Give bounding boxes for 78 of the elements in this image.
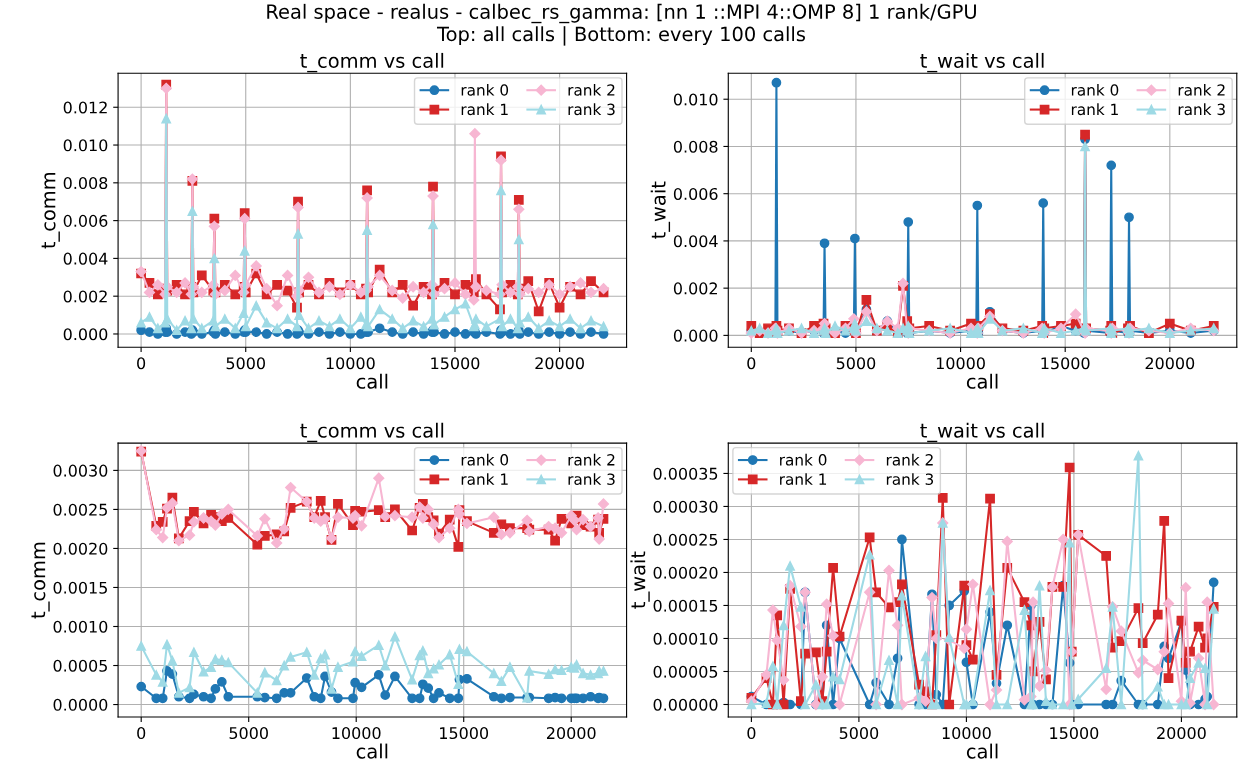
chart-title: t_wait vs call [920,422,1044,443]
y-tick-label: 0.008 [673,140,718,153]
legend-label: rank 1 [461,103,508,116]
chart-title: t_comm vs call [300,52,444,73]
y-tick-label: 0.00030 [653,500,718,513]
y-tick-label: 0.004 [63,252,108,265]
y-tick-label: 0.00035 [653,467,718,480]
legend-label: rank 1 [461,473,508,485]
legend-label: rank 0 [1071,83,1119,96]
chart-title: t_comm vs call [300,422,444,443]
y-tick-label: 0.00005 [653,665,718,678]
x-axis-title: call [356,743,388,759]
x-tick-label: 5000 [229,727,268,740]
y-tick-label: 0.010 [63,139,108,152]
legend-label: rank 3 [568,473,615,485]
x-tick-label: 5000 [836,357,876,370]
x-tick-label: 20000 [546,727,596,740]
y-tick-label: 0.008 [63,177,108,190]
x-tick-label: 10000 [326,357,375,370]
y-tick-label: 0.002 [673,282,717,295]
x-tick-label: 20000 [1145,357,1195,370]
legend-label: rank 1 [1071,103,1118,116]
x-axis-title: call [966,743,998,759]
y-tick-label: 0.000 [673,329,718,342]
y-axis-title: t_wait [630,551,650,609]
x-tick-label: 10000 [942,727,991,740]
y-axis-title: t_wait [650,181,671,239]
y-tick-label: 0.0000 [53,698,108,711]
y-tick-label: 0.000 [63,328,108,341]
legend-label: rank 2 [886,453,933,466]
x-tick-label: 15000 [1050,727,1099,740]
x-tick-label: 20000 [1157,727,1206,740]
legend-label: rank 3 [568,103,615,116]
y-tick-label: 0.004 [673,235,718,248]
x-tick-label: 15000 [440,727,489,740]
text: Top: all calls | Bottom: every 100 calls [436,26,805,46]
x-tick-label: 0 [747,727,756,740]
legend-label: rank 1 [780,473,827,485]
y-tick-label: 0.00020 [653,566,718,579]
legend-label: rank 0 [780,453,827,466]
x-tick-label: 10000 [332,727,381,740]
x-tick-label: 0 [747,357,756,370]
y-tick-label: 0.0025 [53,503,107,516]
x-tick-label: 0 [137,357,146,370]
y-tick-label: 0.0010 [53,620,108,633]
legend-label: rank 3 [1178,103,1225,116]
y-tick-label: 0.006 [63,214,108,227]
y-tick-label: 0.006 [673,187,718,200]
x-tick-label: 5000 [839,727,879,740]
y-tick-label: 0.0030 [53,464,108,477]
x-tick-label: 20000 [535,357,584,370]
x-tick-label: 15000 [431,357,480,370]
x-axis-title: call [966,373,998,389]
y-tick-label: 0.00000 [653,698,718,711]
y-tick-label: 0.002 [63,290,107,303]
y-tick-label: 0.00015 [653,599,718,612]
legend-label: rank 0 [461,83,509,96]
chart-title: t_wait vs call [920,52,1044,73]
text: Real space - realus - calbec_rs_gamma: [nn 1 ::MPI 4::OMP 8] 1 rank/GPU [267,3,976,24]
y-axis-title: t_comm [41,172,60,249]
x-axis-title: call [356,373,388,389]
legend-label: rank 2 [568,83,615,96]
x-tick-label: 5000 [226,357,265,370]
y-tick-label: 0.012 [63,101,107,114]
legend-label: rank 2 [568,453,615,466]
legend-label: rank 2 [1178,83,1225,96]
y-tick-label: 0.00010 [653,632,718,645]
legend-label: rank 3 [886,473,934,485]
legend-label: rank 0 [461,453,509,466]
y-axis-title: t_comm [31,542,50,619]
y-tick-label: 0.010 [673,93,718,106]
x-tick-label: 0 [137,727,146,740]
y-tick-label: 0.0005 [53,659,107,672]
y-tick-label: 0.0015 [53,581,107,594]
x-tick-label: 15000 [1041,357,1090,370]
y-tick-label: 0.0020 [53,542,108,555]
y-tick-label: 0.00025 [653,533,718,546]
x-tick-label: 10000 [936,357,985,370]
